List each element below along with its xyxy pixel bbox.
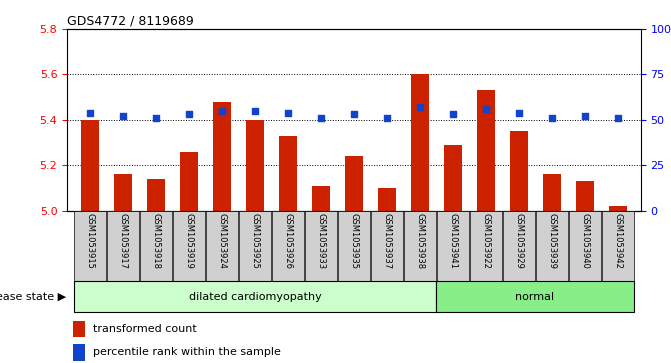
Point [315,115,326,121]
Bar [378,188,396,211]
Bar [602,211,633,281]
Bar [279,136,297,211]
Bar [477,90,495,211]
Bar [503,211,535,281]
Bar [510,131,528,211]
Point [546,115,557,121]
Bar [206,211,238,281]
Bar [576,181,594,211]
Bar [312,185,330,211]
Text: GSM1053925: GSM1053925 [250,213,260,269]
Point [480,106,491,112]
Point [118,113,129,119]
Text: disease state ▶: disease state ▶ [0,292,66,302]
Bar [73,321,85,337]
Point [217,108,227,114]
Text: GSM1053935: GSM1053935 [350,213,358,269]
Text: GSM1053939: GSM1053939 [548,213,556,269]
Bar [140,211,172,281]
Bar [272,211,304,281]
Bar [73,344,85,361]
Bar [114,174,132,211]
Text: GSM1053924: GSM1053924 [217,213,227,269]
Point [282,110,293,115]
Bar [470,211,502,281]
Text: GSM1053929: GSM1053929 [514,213,523,269]
Bar [239,211,271,281]
Bar [305,211,337,281]
Text: GSM1053918: GSM1053918 [152,213,160,269]
Text: GDS4772 / 8119689: GDS4772 / 8119689 [67,15,194,28]
Text: GSM1053922: GSM1053922 [481,213,491,269]
Text: GSM1053937: GSM1053937 [382,213,391,269]
Point [382,115,393,121]
Bar [536,211,568,281]
Point [579,113,590,119]
Text: GSM1053919: GSM1053919 [185,213,194,269]
Bar [74,211,106,281]
Bar [444,145,462,211]
Bar [338,211,370,281]
Point [151,115,162,121]
Point [613,115,623,121]
Text: GSM1053926: GSM1053926 [284,213,293,269]
Text: GSM1053941: GSM1053941 [448,213,458,269]
Bar [180,152,198,211]
Bar [569,211,601,281]
Bar [213,102,231,211]
Bar [437,211,468,281]
Text: transformed count: transformed count [93,323,197,334]
Bar [147,179,165,211]
Text: percentile rank within the sample: percentile rank within the sample [93,347,281,357]
Point [250,108,260,114]
Bar [435,281,633,312]
Text: GSM1053915: GSM1053915 [86,213,95,269]
Point [415,104,425,110]
Bar [74,281,435,312]
Bar [543,174,561,211]
Bar [371,211,403,281]
Text: normal: normal [515,292,554,302]
Bar [246,120,264,211]
Text: GSM1053933: GSM1053933 [317,213,325,269]
Bar [609,206,627,211]
Text: GSM1053940: GSM1053940 [580,213,589,269]
Text: GSM1053942: GSM1053942 [613,213,622,269]
Bar [345,156,363,211]
Text: GSM1053938: GSM1053938 [415,213,424,269]
Bar [107,211,139,281]
Point [349,111,360,117]
Bar [81,120,99,211]
Point [448,111,458,117]
Bar [173,211,205,281]
Point [85,110,95,115]
Bar [404,211,435,281]
Bar [411,74,429,211]
Point [184,111,195,117]
Point [513,110,524,115]
Text: dilated cardiomyopathy: dilated cardiomyopathy [189,292,321,302]
Text: GSM1053917: GSM1053917 [119,213,127,269]
